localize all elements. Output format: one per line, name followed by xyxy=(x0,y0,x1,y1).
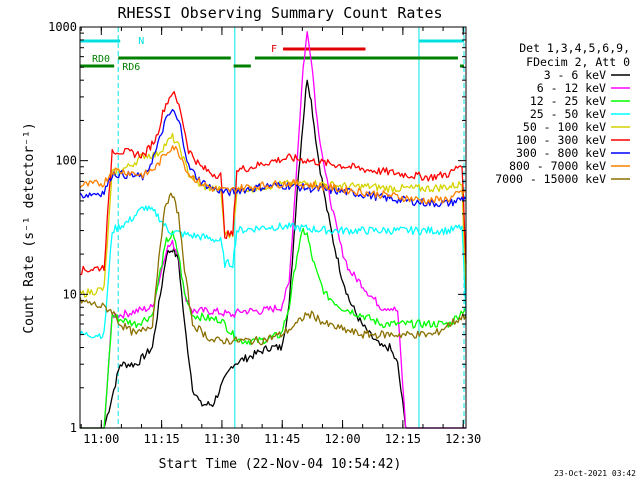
legend-label-6: 300 - 800 keV xyxy=(516,146,606,160)
x-tick-label-3: 11:45 xyxy=(264,432,300,446)
legend: Det 1,3,4,5,6,9, FDecim 2, Att 0 3 - 6 k… xyxy=(495,41,630,186)
legend-label-1: 6 - 12 keV xyxy=(537,81,606,95)
series-line-7 xyxy=(79,145,467,205)
y-axis-label: Count Rate (s⁻¹ detector⁻¹) xyxy=(22,122,37,333)
annotation-label-f: F xyxy=(271,44,277,55)
legend-label-7: 800 - 7000 keV xyxy=(509,159,606,173)
chart-title: RHESSI Observing Summary Count Rates xyxy=(117,4,442,22)
legend-label-8: 7000 - 15000 keV xyxy=(495,172,606,186)
x-tick-label-4: 12:00 xyxy=(324,432,360,446)
series-layer xyxy=(79,31,467,429)
legend-header-line-2: FDecim 2, Att 0 xyxy=(526,55,630,69)
y-tick-label-0: 1 xyxy=(70,421,77,435)
series-line-0 xyxy=(80,79,466,429)
series-line-2 xyxy=(80,227,467,429)
series-line-5 xyxy=(79,90,467,276)
axes-layer: 1 10 100 1000 11:00 11:15 11:30 11:45 12:00 12:15… xyxy=(48,20,481,446)
annotation-label-rd6: RD6 xyxy=(122,62,140,73)
x-tick-label-1: 11:15 xyxy=(144,432,180,446)
y-tick-label-1: 10 xyxy=(63,287,77,301)
x-tick-label-6: 12:30 xyxy=(445,432,481,446)
annotation-label-n: N xyxy=(138,36,144,47)
timestamp: 23-Oct-2021 03:42 xyxy=(554,469,636,478)
annotation-label-rd0: RD0 xyxy=(92,54,110,65)
x-axis-label: Start Time (22-Nov-04 10:54:42) xyxy=(159,457,402,472)
legend-label-3: 25 - 50 keV xyxy=(530,107,606,121)
series-line-3 xyxy=(79,205,467,340)
legend-label-5: 100 - 300 keV xyxy=(516,133,606,147)
legend-label-4: 50 - 100 keV xyxy=(523,120,606,134)
x-tick-label-2: 11:30 xyxy=(204,432,240,446)
x-tick-label-0: 11:00 xyxy=(83,432,119,446)
y-tick-label-2: 100 xyxy=(55,154,77,168)
series-line-1 xyxy=(80,31,466,429)
legend-label-2: 12 - 25 keV xyxy=(530,94,606,108)
plot-frame xyxy=(79,26,467,429)
legend-header-line-1: Det 1,3,4,5,6,9, xyxy=(519,41,630,55)
legend-label-0: 3 - 6 keV xyxy=(544,68,606,82)
x-tick-label-5: 12:15 xyxy=(385,432,421,446)
series-line-8 xyxy=(79,192,467,346)
y-tick-label-3: 1000 xyxy=(48,20,77,34)
